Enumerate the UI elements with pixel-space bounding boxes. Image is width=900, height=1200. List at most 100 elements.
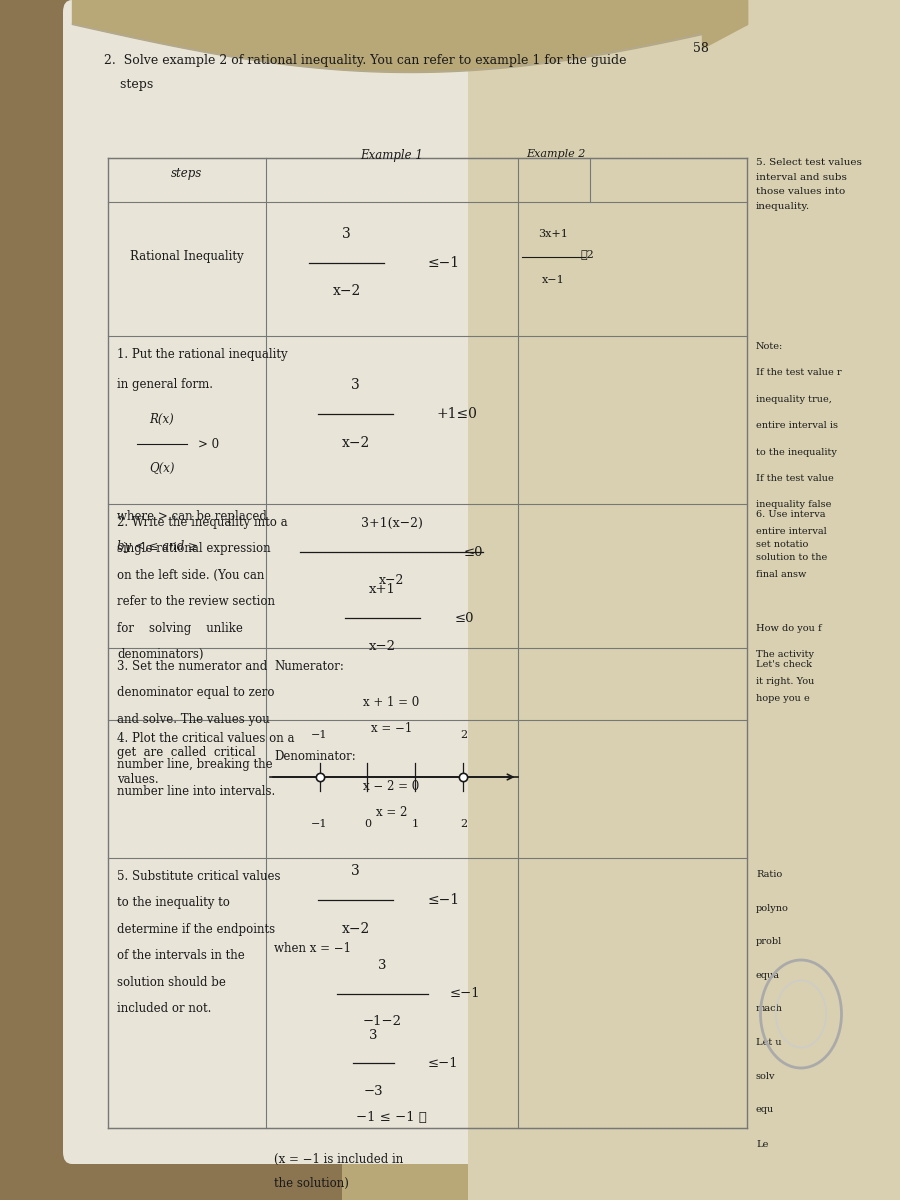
Text: x = −1: x = −1: [371, 722, 412, 736]
Text: 3: 3: [351, 864, 360, 878]
Text: −1−2: −1−2: [363, 1015, 402, 1028]
FancyBboxPatch shape: [63, 0, 756, 1164]
Text: in general form.: in general form.: [117, 378, 213, 391]
Text: x−2: x−2: [379, 574, 404, 587]
Text: entire interval: entire interval: [756, 527, 827, 535]
Text: > 0: > 0: [198, 438, 219, 450]
Text: If the test value r: If the test value r: [756, 368, 842, 377]
Text: x−2: x−2: [332, 284, 361, 299]
Text: inequality.: inequality.: [756, 202, 810, 211]
Text: included or not.: included or not.: [117, 1002, 212, 1015]
Text: polyno: polyno: [756, 904, 789, 912]
Text: interval and subs: interval and subs: [756, 173, 847, 181]
Text: ≧2: ≧2: [580, 250, 594, 259]
Text: −1: −1: [311, 818, 328, 829]
Text: 6. Use interva: 6. Use interva: [756, 510, 825, 518]
Text: Example 2: Example 2: [526, 149, 586, 158]
Text: ≤0: ≤0: [464, 546, 483, 558]
Text: equ: equ: [756, 1105, 774, 1114]
Text: x + 1 = 0: x + 1 = 0: [364, 696, 419, 709]
Text: ≤0: ≤0: [454, 612, 474, 624]
Text: denominators): denominators): [117, 648, 203, 661]
Text: 3x+1: 3x+1: [538, 229, 569, 239]
Text: final answ: final answ: [756, 570, 806, 580]
Text: +1≤0: +1≤0: [436, 407, 477, 421]
Text: of the intervals in the: of the intervals in the: [117, 949, 245, 962]
Text: 1. Put the rational inequality: 1. Put the rational inequality: [117, 348, 288, 361]
Text: equa: equa: [756, 971, 780, 979]
Text: 2: 2: [460, 730, 467, 740]
Text: x = 2: x = 2: [376, 806, 407, 820]
Text: inequality true,: inequality true,: [756, 395, 832, 403]
Text: x−1: x−1: [542, 275, 565, 284]
Text: those values into: those values into: [756, 187, 845, 196]
Text: 3. Set the numerator and: 3. Set the numerator and: [117, 660, 267, 673]
Text: refer to the review section: refer to the review section: [117, 595, 275, 608]
Text: Le: Le: [756, 1140, 769, 1150]
Text: −1 ≤ −1 ✓: −1 ≤ −1 ✓: [356, 1111, 427, 1124]
Text: solv: solv: [756, 1072, 776, 1081]
Text: x−2: x−2: [341, 922, 370, 936]
Text: number line into intervals.: number line into intervals.: [117, 785, 275, 798]
Text: 0: 0: [364, 818, 371, 829]
Text: ≤−1: ≤−1: [428, 256, 460, 270]
Text: (x = −1 is included in: (x = −1 is included in: [274, 1153, 404, 1166]
Text: to the inequality: to the inequality: [756, 448, 837, 456]
Text: 3: 3: [351, 378, 360, 392]
Text: 2: 2: [460, 818, 467, 829]
Text: to the inequality to: to the inequality to: [117, 896, 230, 910]
Text: probl: probl: [756, 937, 782, 946]
Text: x−2: x−2: [369, 640, 396, 653]
Text: for    solving    unlike: for solving unlike: [117, 622, 243, 635]
Text: Let's check: Let's check: [756, 660, 812, 670]
FancyBboxPatch shape: [477, 0, 900, 1200]
Text: steps: steps: [104, 78, 153, 91]
Text: If the test value: If the test value: [756, 474, 833, 482]
Text: x−2: x−2: [341, 436, 370, 450]
Text: x+1: x+1: [369, 583, 396, 596]
Text: number line, breaking the: number line, breaking the: [117, 758, 273, 772]
Text: R(x): R(x): [149, 413, 175, 426]
Text: Note:: Note:: [756, 342, 783, 350]
Text: inequality false: inequality false: [756, 500, 832, 509]
FancyBboxPatch shape: [468, 0, 900, 1200]
Text: Ratio: Ratio: [756, 870, 782, 878]
Text: 3: 3: [369, 1028, 378, 1042]
Text: 3: 3: [342, 227, 351, 241]
Text: 58: 58: [693, 42, 709, 55]
Text: How do you f: How do you f: [756, 624, 822, 634]
Text: 2. Write the inequality into a: 2. Write the inequality into a: [117, 516, 288, 529]
Text: Example 1: Example 1: [360, 149, 423, 162]
FancyBboxPatch shape: [0, 0, 342, 1200]
Text: steps: steps: [171, 168, 202, 180]
Text: mach: mach: [756, 1004, 783, 1013]
Text: the solution): the solution): [274, 1177, 349, 1190]
Text: it right. You: it right. You: [756, 677, 814, 685]
Text: when x = −1: when x = −1: [274, 942, 352, 955]
Text: on the left side. (You can: on the left side. (You can: [117, 569, 265, 582]
Text: ≤−1: ≤−1: [450, 988, 481, 1000]
Text: ≤−1: ≤−1: [428, 1057, 458, 1069]
Text: where > can be replaced: where > can be replaced: [117, 510, 267, 523]
Text: Denominator:: Denominator:: [274, 750, 356, 763]
Text: The activity: The activity: [756, 650, 814, 660]
Text: 1: 1: [412, 818, 419, 829]
Text: −1: −1: [311, 730, 328, 740]
Text: denominator equal to zero: denominator equal to zero: [117, 686, 274, 700]
Text: hope you e: hope you e: [756, 694, 810, 702]
Text: solution should be: solution should be: [117, 976, 226, 989]
Text: Rational Inequality: Rational Inequality: [130, 251, 244, 263]
Text: set notatio: set notatio: [756, 540, 808, 550]
Text: Let u: Let u: [756, 1038, 781, 1046]
Text: get  are  called  critical: get are called critical: [117, 746, 256, 760]
Text: 4. Plot the critical values on a: 4. Plot the critical values on a: [117, 732, 294, 745]
Text: 2.  Solve example 2 of rational inequality. You can refer to example 1 for the g: 2. Solve example 2 of rational inequalit…: [104, 54, 626, 67]
Text: 5. Select test values: 5. Select test values: [756, 158, 862, 168]
Text: 3: 3: [378, 959, 387, 972]
Text: Q(x): Q(x): [149, 462, 175, 475]
Text: ≤−1: ≤−1: [428, 893, 460, 907]
Text: Numerator:: Numerator:: [274, 660, 345, 673]
Text: values.: values.: [117, 773, 158, 786]
Text: solution to the: solution to the: [756, 553, 827, 562]
Text: determine if the endpoints: determine if the endpoints: [117, 923, 275, 936]
